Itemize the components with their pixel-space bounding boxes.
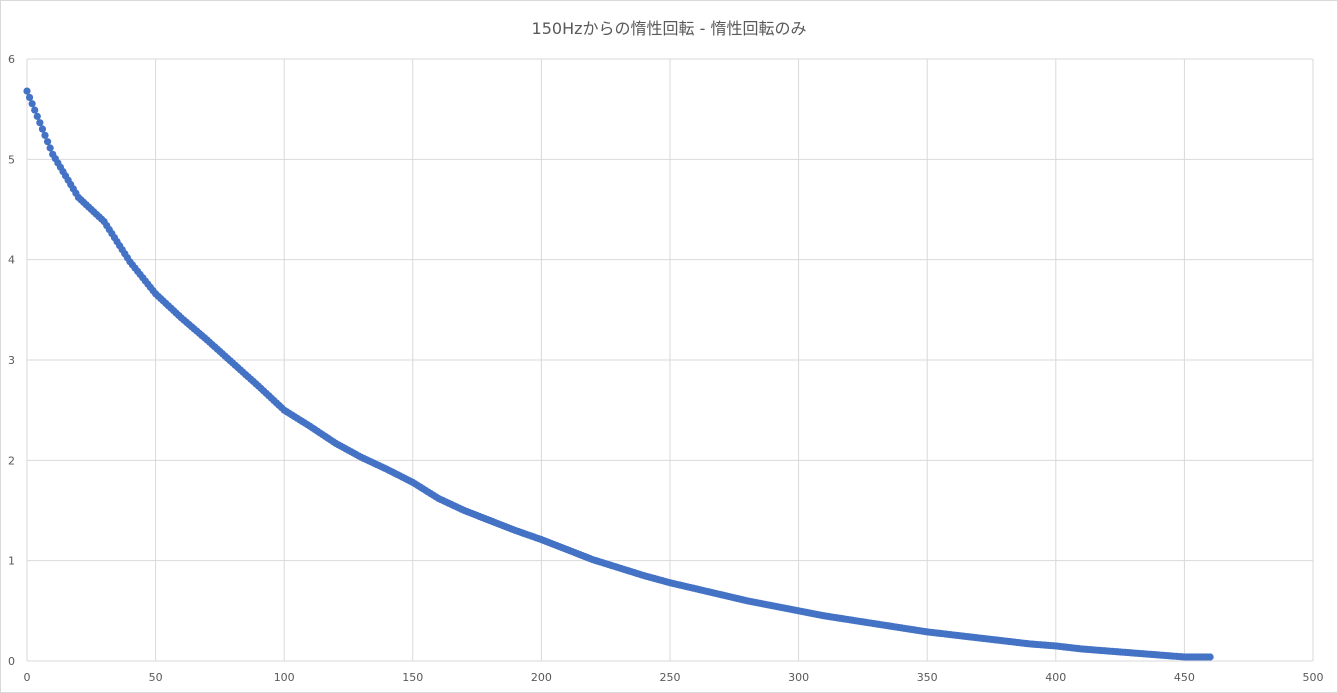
x-tick-label: 400 [1045, 671, 1066, 684]
x-tick-label: 500 [1303, 671, 1324, 684]
data-point-fill [36, 119, 44, 127]
x-tick-label: 300 [788, 671, 809, 684]
data-point-fill [25, 93, 34, 102]
y-tick-label: 2 [8, 454, 15, 467]
x-tick-label: 0 [24, 671, 31, 684]
data-point-fill [43, 138, 52, 146]
data-point-fill [38, 125, 47, 133]
y-tick-label: 5 [8, 153, 15, 166]
y-tick-label: 0 [8, 655, 15, 668]
x-tick-label: 150 [402, 671, 423, 684]
data-point [1206, 653, 1214, 661]
x-tick-label: 50 [149, 671, 163, 684]
data-point-fill [31, 106, 39, 114]
data-point-fill [33, 112, 41, 120]
data-point-fill [28, 100, 36, 108]
chart-title: 150Hzからの惰性回転 - 惰性回転のみ [531, 19, 807, 38]
grid-layer [27, 58, 1314, 661]
data-point [23, 87, 31, 95]
x-tick-label: 450 [1174, 671, 1195, 684]
axis-layer [26, 59, 1313, 662]
data-point-fill [41, 131, 49, 139]
x-tick-label: 350 [917, 671, 938, 684]
y-tick-label: 4 [8, 254, 15, 267]
data-point-layer [23, 87, 1214, 661]
data-point-fill [46, 144, 54, 152]
x-tick-label: 100 [274, 671, 295, 684]
y-tick-label: 6 [8, 53, 15, 66]
tick-label-layer: 0 50 100 150 200 250 300 350 400 450 500 0 1 2 3 4 5 6 [8, 53, 1324, 684]
x-tick-label: 250 [660, 671, 681, 684]
y-tick-label: 3 [8, 354, 15, 367]
y-tick-label: 1 [8, 555, 15, 568]
x-tick-label: 200 [531, 671, 552, 684]
